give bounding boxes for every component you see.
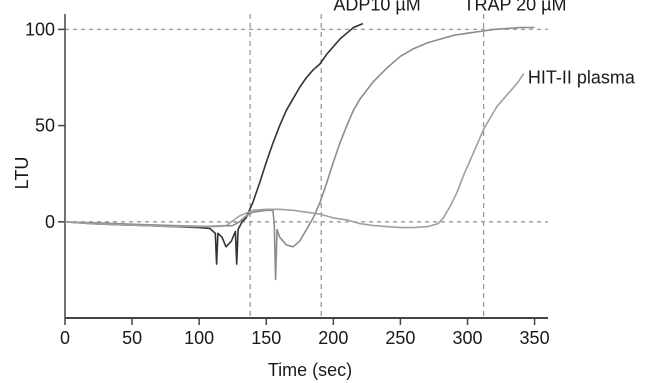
y-tick-label: 0 [45,212,55,232]
y-tick-label: 50 [35,116,55,136]
series-line [64,26,535,281]
x-tick-label: 250 [385,328,415,348]
x-tick-label: 100 [184,328,214,348]
annotation-label: HIT-II plasma [528,67,636,87]
annotations: ADP10 µM TRAP 20 µM HIT-II plasma [333,0,636,87]
x-tick-label: 300 [452,328,482,348]
x-tick-label: 150 [251,328,281,348]
axes [58,14,548,325]
annotation-label: ADP10 µM [333,0,420,14]
reference-lines [65,14,548,318]
x-tick-label: 0 [60,328,70,348]
y-tick-label: 100 [25,19,55,39]
x-tick-label: 200 [318,328,348,348]
x-axis-title: Time (sec) [268,360,352,380]
series-line [64,73,525,229]
x-tick-label: 50 [122,328,142,348]
y-axis-title: LTU [12,157,32,190]
x-tick-label: 350 [520,328,550,348]
annotation-label: TRAP 20 µM [463,0,566,14]
tick-labels: 0 50 100 150 200 250 300 350 0 50 100 [25,19,550,348]
series-line [64,22,364,265]
data-series [64,22,535,281]
